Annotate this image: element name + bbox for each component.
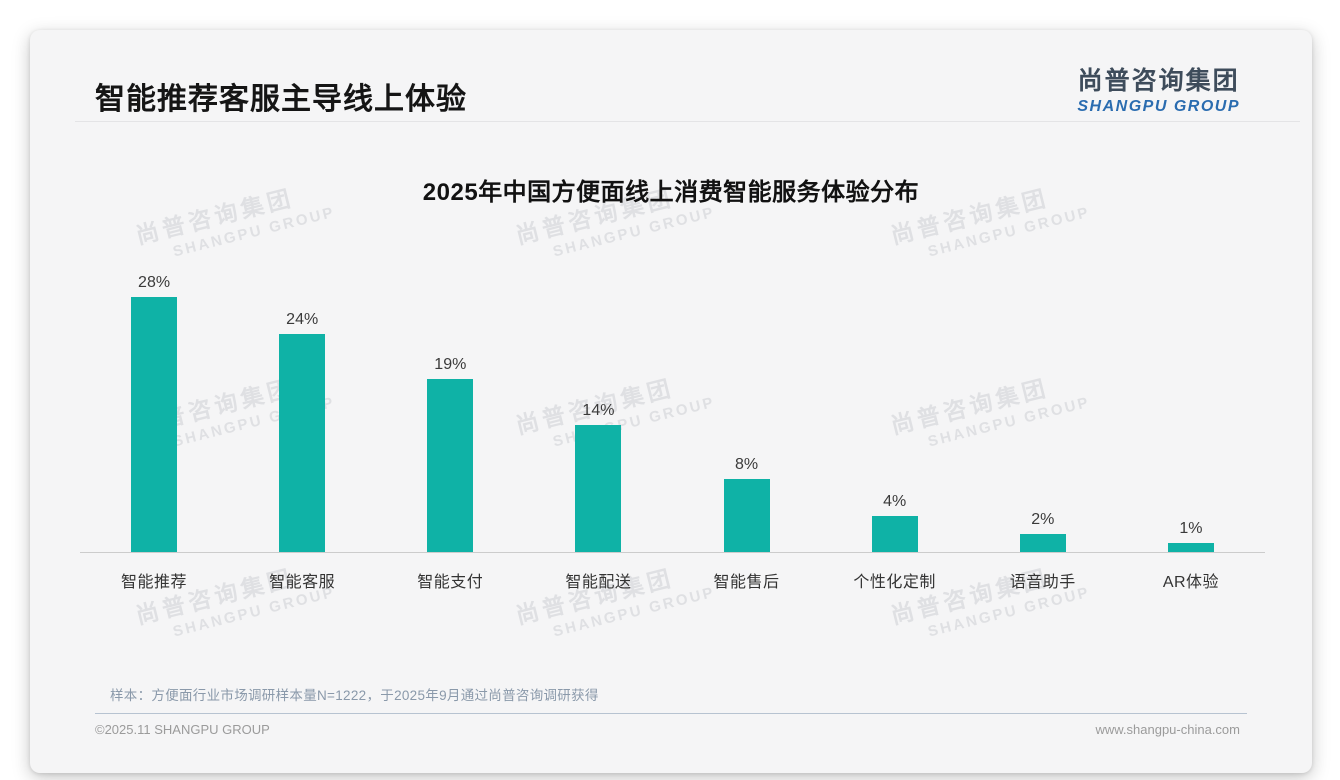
bar-slot: 4% [821, 272, 969, 552]
watermark-english: SHANGPU GROUP [171, 203, 338, 261]
page-title: 智能推荐客服主导线上体验 [95, 83, 467, 116]
bar-value-label: 28% [138, 274, 171, 291]
bar [575, 425, 622, 552]
category-label: AR体验 [1162, 574, 1220, 591]
category-label: 智能推荐 [121, 574, 188, 591]
bar-value-label: 14% [582, 402, 615, 419]
bar-value-label: 8% [735, 456, 759, 473]
footer-website: www.shangpu-china.com [1095, 722, 1240, 737]
x-axis-line [80, 552, 1265, 553]
bar-slot: 24% [228, 272, 376, 552]
bar-value-label: 19% [434, 356, 467, 373]
footer-divider [95, 713, 1247, 714]
header-divider [75, 121, 1300, 122]
slide-card: 尚普咨询集团 SHANGPU GROUP 尚普咨询集团 SHANGPU GROUP 尚普… [30, 30, 1312, 773]
x-axis-labels: 智能推荐 智能客服 智能支付 智能配送 智能售后 个性化定制 语音助手 AR体验 [80, 568, 1265, 592]
bar [427, 379, 474, 552]
bar-value-label: 2% [1031, 511, 1055, 528]
bar-slot: 2% [969, 272, 1117, 552]
bar [131, 297, 178, 552]
category-label: 语音助手 [1009, 574, 1076, 591]
watermark-english: SHANGPU GROUP [926, 203, 1093, 261]
category-label: 智能客服 [269, 574, 336, 591]
bar-slot: 8% [673, 272, 821, 552]
bar [1019, 534, 1066, 552]
bar-slot: 28% [80, 272, 228, 552]
bar-series: 28% 24% 19% 14% 8% 4% 2% 1% [80, 272, 1265, 552]
bar-chart: 28% 24% 19% 14% 8% 4% 2% 1% 智能推荐 智能客服 智能支付 智能配送 智能售… [80, 272, 1265, 612]
watermark-english: SHANGPU GROUP [551, 203, 718, 261]
brand-logo-chinese: 尚普咨询集团 [1077, 67, 1240, 95]
bar [871, 516, 918, 552]
bar [279, 334, 326, 552]
category-label: 智能支付 [417, 574, 484, 591]
bar-slot: 14% [524, 272, 672, 552]
brand-logo: 尚普咨询集团 SHANGPU GROUP [1077, 61, 1240, 116]
category-label: 智能售后 [713, 574, 780, 591]
bar [1167, 543, 1214, 552]
footer-copyright: ©2025.11 SHANGPU GROUP [95, 722, 270, 737]
sample-note: 样本：方便面行业市场调研样本量N=1222，于2025年9月通过尚普咨询调研获得 [110, 688, 599, 703]
bar [723, 479, 770, 552]
bar-value-label: 24% [286, 311, 319, 328]
brand-logo-english: SHANGPU GROUP [1077, 98, 1240, 115]
bar-slot: 1% [1117, 272, 1265, 552]
bar-value-label: 1% [1179, 520, 1203, 537]
category-label: 智能配送 [565, 574, 632, 591]
chart-title: 2025年中国方便面线上消费智能服务体验分布 [422, 179, 920, 206]
bar-slot: 19% [376, 272, 524, 552]
category-label: 个性化定制 [853, 574, 936, 591]
bar-value-label: 4% [883, 493, 907, 510]
